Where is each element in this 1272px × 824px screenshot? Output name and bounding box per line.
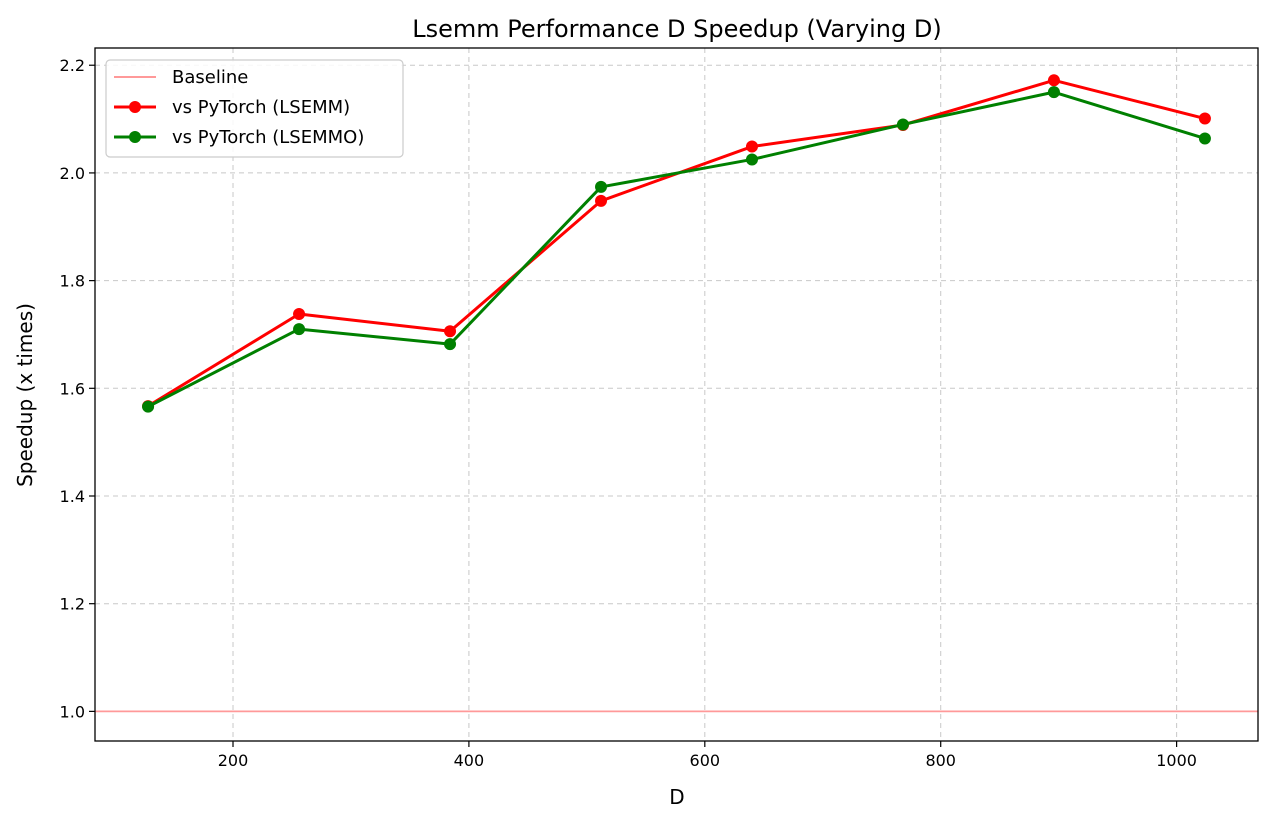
y-tick-label: 2.2 (60, 56, 85, 75)
y-tick-label: 2.0 (60, 164, 85, 183)
legend-entry: vs PyTorch (LSEMM) (114, 97, 350, 118)
legend-entry: vs PyTorch (LSEMMO) (114, 127, 364, 148)
data-point (896, 118, 909, 131)
legend-entry: Baseline (114, 67, 248, 88)
data-point (745, 153, 758, 166)
x-tick-label: 400 (454, 751, 485, 770)
x-axis-title: D (669, 785, 684, 809)
data-point (1198, 132, 1211, 145)
series-2 (142, 86, 1211, 413)
y-tick-label: 1.2 (60, 595, 85, 614)
y-axis-ticks: 1.0 1.2 1.4 1.6 1.8 2.0 2.2 (60, 56, 95, 721)
data-point (293, 308, 306, 320)
x-tick-label: 1000 (1156, 751, 1197, 770)
x-tick-label: 800 (925, 751, 956, 770)
legend-items: Baseline vs PyTorch (LSEMM) vs PyTorch (LS… (114, 67, 364, 148)
data-point (745, 140, 758, 153)
y-tick-label: 1.0 (60, 702, 85, 721)
legend-label: vs PyTorch (LSEMM) (172, 97, 350, 118)
data-point (444, 325, 457, 338)
legend-label: Baseline (172, 67, 248, 88)
series-line (147, 90, 1206, 408)
y-tick-label: 1.4 (60, 487, 85, 506)
legend-swatch-marker (129, 101, 141, 113)
data-point (1047, 86, 1060, 99)
legend-label: vs PyTorch (LSEMMO) (172, 127, 364, 148)
legend-swatch-marker (129, 131, 141, 143)
data-point (444, 338, 457, 351)
legend: Baseline vs PyTorch (LSEMM) vs PyTorch (LS… (105, 59, 404, 158)
y-tick-label: 1.8 (60, 272, 85, 291)
chart-title: Lsemm Performance D Speedup (Varying D) (412, 15, 941, 43)
x-axis-ticks: 200 400 600 800 1000 (218, 741, 1197, 770)
data-point (293, 323, 306, 336)
data-point (595, 194, 608, 207)
x-tick-label: 200 (218, 751, 249, 770)
y-axis-title: Speedup (x times) (13, 303, 37, 487)
data-point (1198, 112, 1211, 125)
legend-box (105, 59, 404, 158)
y-tick-label: 1.6 (60, 379, 85, 398)
data-point (142, 400, 155, 413)
data-point (1047, 74, 1060, 87)
series-layer (142, 74, 1211, 413)
plot-frame (94, 47, 1259, 742)
x-tick-label: 600 (690, 751, 721, 770)
data-point (595, 180, 608, 193)
